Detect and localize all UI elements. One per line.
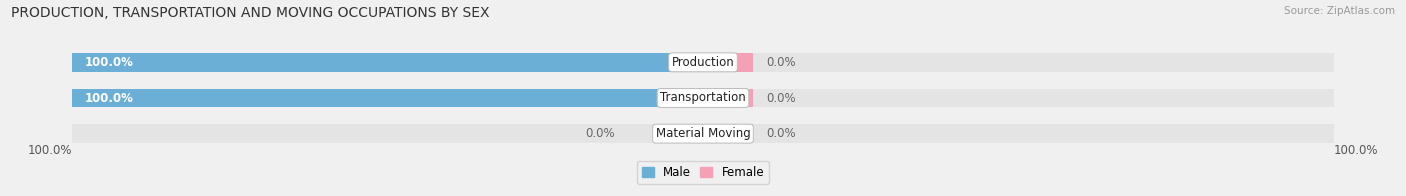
Bar <box>703 53 754 72</box>
Text: 0.0%: 0.0% <box>766 56 796 69</box>
Bar <box>685 124 703 143</box>
Text: PRODUCTION, TRANSPORTATION AND MOVING OCCUPATIONS BY SEX: PRODUCTION, TRANSPORTATION AND MOVING OC… <box>11 6 489 20</box>
Bar <box>72 124 1334 143</box>
Bar <box>72 89 703 107</box>
Text: 100.0%: 100.0% <box>28 144 73 157</box>
Legend: Male, Female: Male, Female <box>637 161 769 184</box>
Bar <box>703 124 754 143</box>
Text: 100.0%: 100.0% <box>84 92 134 104</box>
Text: Production: Production <box>672 56 734 69</box>
Bar <box>72 89 1334 107</box>
Text: Material Moving: Material Moving <box>655 127 751 140</box>
Text: Source: ZipAtlas.com: Source: ZipAtlas.com <box>1284 6 1395 16</box>
Bar <box>72 53 703 72</box>
Text: Transportation: Transportation <box>661 92 745 104</box>
Text: 0.0%: 0.0% <box>766 92 796 104</box>
Text: 0.0%: 0.0% <box>585 127 614 140</box>
Text: 0.0%: 0.0% <box>766 127 796 140</box>
Text: 100.0%: 100.0% <box>84 56 134 69</box>
Bar <box>72 53 1334 72</box>
Bar <box>703 89 754 107</box>
Text: 100.0%: 100.0% <box>1333 144 1378 157</box>
